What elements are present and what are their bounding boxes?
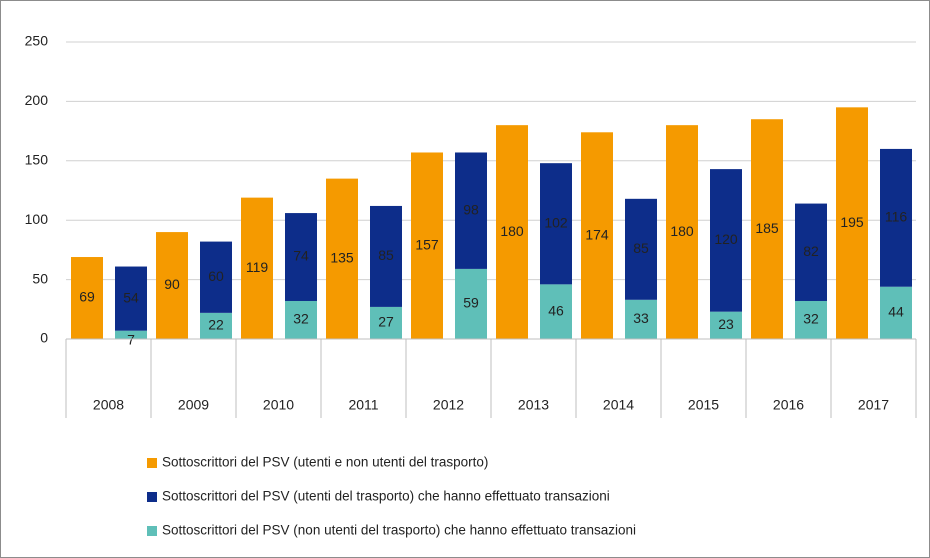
data-label: 82 xyxy=(803,243,819,259)
data-label: 59 xyxy=(463,295,479,311)
bar-segment xyxy=(285,300,317,339)
data-label: 27 xyxy=(378,314,394,330)
data-label: 33 xyxy=(633,310,649,326)
legend-swatch xyxy=(147,526,157,536)
data-label: 195 xyxy=(840,214,864,230)
x-tick-label: 2009 xyxy=(178,397,209,413)
bar xyxy=(496,125,528,339)
data-label: 85 xyxy=(378,247,394,263)
x-tick-label: 2015 xyxy=(688,397,719,413)
data-label: 135 xyxy=(330,250,354,266)
y-tick-label: 100 xyxy=(25,211,49,227)
bar xyxy=(836,107,868,339)
bar-segment xyxy=(795,300,827,339)
data-label: 102 xyxy=(544,214,568,230)
x-tick-label: 2011 xyxy=(348,397,378,413)
x-tick-label: 2016 xyxy=(773,397,804,413)
legend: Sottoscrittori del PSV (utenti e non ute… xyxy=(147,455,636,538)
y-tick-label: 150 xyxy=(25,152,49,168)
data-label: 185 xyxy=(755,220,779,236)
data-label: 32 xyxy=(803,311,819,327)
legend-swatch xyxy=(147,458,157,468)
bar xyxy=(156,232,188,339)
data-label: 54 xyxy=(123,289,139,305)
data-label: 23 xyxy=(718,316,734,332)
data-label: 44 xyxy=(888,304,904,320)
data-label: 46 xyxy=(548,302,564,318)
bar-segment xyxy=(625,299,657,339)
data-label: 98 xyxy=(463,201,479,217)
data-label: 180 xyxy=(670,223,694,239)
y-tick-label: 50 xyxy=(32,270,48,286)
bar xyxy=(241,197,273,339)
bar-segment xyxy=(115,266,147,331)
bar xyxy=(581,132,613,339)
x-tick-label: 2008 xyxy=(93,397,124,413)
data-label: 174 xyxy=(585,226,609,242)
bar-segment xyxy=(540,163,572,285)
data-label: 120 xyxy=(714,231,738,247)
bar-segment xyxy=(370,306,402,339)
x-tick-label: 2014 xyxy=(603,397,634,413)
x-tick-label: 2010 xyxy=(263,397,294,413)
data-label: 7 xyxy=(127,332,135,348)
bar xyxy=(326,178,358,339)
bar-segment xyxy=(115,330,147,339)
bar xyxy=(71,257,103,339)
data-label: 119 xyxy=(246,259,269,275)
data-label: 157 xyxy=(415,236,439,252)
bar-segment xyxy=(370,205,402,307)
bar-segment xyxy=(710,169,742,312)
y-tick-label: 200 xyxy=(25,92,49,108)
y-tick-label: 250 xyxy=(25,33,49,49)
bar-segment xyxy=(200,312,232,339)
bar xyxy=(411,152,443,339)
x-tick-label: 2012 xyxy=(433,397,464,413)
bar-segment xyxy=(540,284,572,339)
bar-segment xyxy=(625,198,657,300)
data-label: 90 xyxy=(164,276,180,292)
bar-segment xyxy=(880,286,912,339)
data-label: 69 xyxy=(79,289,95,305)
data-label: 32 xyxy=(293,311,309,327)
legend-label: Sottoscrittori del PSV (utenti e non ute… xyxy=(162,455,488,470)
bar-segment xyxy=(880,148,912,287)
data-label: 85 xyxy=(633,240,649,256)
data-label: 74 xyxy=(293,248,309,264)
legend-label: Sottoscrittori del PSV (utenti del trasp… xyxy=(162,489,610,504)
x-tick-label: 2017 xyxy=(858,397,889,413)
data-label: 180 xyxy=(500,223,524,239)
bar xyxy=(666,125,698,339)
legend-label: Sottoscrittori del PSV (non utenti del t… xyxy=(162,523,636,538)
x-tick-label: 2013 xyxy=(518,397,549,413)
bar-segment xyxy=(710,311,742,339)
bar xyxy=(751,119,783,339)
legend-swatch xyxy=(147,492,157,502)
bar-segment xyxy=(285,213,317,301)
data-label: 22 xyxy=(208,317,224,333)
bar-segment xyxy=(455,152,487,269)
y-tick-label: 0 xyxy=(40,330,48,346)
data-label: 60 xyxy=(208,268,224,284)
bar-segment xyxy=(795,203,827,301)
data-label: 116 xyxy=(885,209,908,225)
bar-segment xyxy=(455,268,487,339)
bar-segment xyxy=(200,241,232,313)
